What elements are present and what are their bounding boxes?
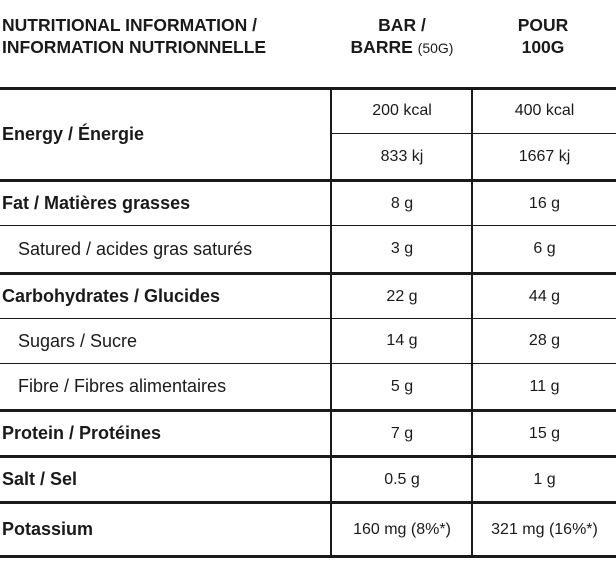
- row-energy: Energy / Énergie: [0, 89, 616, 179]
- per-100g-value: 6 g: [533, 240, 556, 257]
- nutrient-label: Protein / Protéines: [2, 423, 162, 443]
- per-100g-value: 1 g: [533, 470, 556, 488]
- header-bar-line-1: BAR /: [378, 15, 426, 35]
- header-label-line-2: INFORMATION NUTRIONNELLE: [2, 37, 267, 57]
- header-bar-line-2: BARRE (50G): [331, 36, 473, 59]
- per-100g-value: 16 g: [528, 194, 561, 212]
- row-divider: [0, 363, 616, 364]
- per-100g-value: 11 g: [529, 377, 560, 395]
- per-100g-value: 44 g: [528, 287, 561, 305]
- header-100g-line-1: POUR: [517, 15, 569, 35]
- row-divider: [0, 318, 616, 319]
- per-bar-value: 3 g: [390, 240, 414, 257]
- per-bar-value: 8 g: [390, 194, 414, 212]
- energy-inner-divider: [331, 133, 616, 134]
- per-bar-value: 200 kcal: [372, 102, 432, 119]
- nutrient-label: Energy / Énergie: [2, 123, 145, 144]
- row-energy-kcal: 200 kcal 400 kcal: [0, 89, 616, 133]
- row-divider: [0, 455, 616, 458]
- per-bar-value: 833 kj: [380, 147, 424, 165]
- nutrient-label: Salt / Sel: [2, 469, 78, 489]
- column-divider-right: [471, 89, 473, 555]
- row-energy-kj: 833 kj 1667 kj: [0, 134, 616, 179]
- row-sugars: Sugars / Sucre 14 g 28 g: [0, 319, 616, 363]
- per-bar-value: 0.5 g: [384, 470, 420, 488]
- per-bar-value: 22 g: [386, 287, 418, 305]
- per-100g-value: 15 g: [528, 424, 561, 442]
- header-bar-weight-note: (50G): [417, 40, 454, 56]
- nutrient-label: Potassium: [2, 519, 94, 539]
- nutrient-label: Carbohydrates / Glucides: [2, 286, 221, 306]
- row-saturated-fat: Satured / acides gras saturés 3 g 6 g: [0, 226, 616, 272]
- row-protein: Protein / Protéines 7 g 15 g: [0, 412, 616, 455]
- column-divider-left: [330, 89, 332, 555]
- per-100g-value: 321 mg (16%*): [491, 520, 598, 538]
- per-bar-value: 7 g: [390, 424, 414, 442]
- row-carbohydrates: Carbohydrates / Glucides 22 g 44 g: [0, 275, 616, 318]
- row-potassium: Potassium 160 mg (8%*) 321 mg (16%*): [0, 504, 616, 555]
- per-bar-value: 5 g: [390, 377, 414, 395]
- header-bar-word: BARRE: [350, 37, 413, 57]
- nutrient-label: Fibre / Fibres alimentaires: [18, 376, 227, 396]
- nutrient-label: Sugars / Sucre: [18, 330, 138, 351]
- nutrient-label: Satured / acides gras saturés: [18, 238, 253, 259]
- table-bottom-border: [0, 555, 616, 558]
- per-100g-value: 28 g: [528, 332, 561, 349]
- header-100g-line-2: 100G: [521, 37, 565, 57]
- row-fat: Fat / Matières grasses 8 g 16 g: [0, 182, 616, 225]
- header-divider: [0, 87, 616, 90]
- row-salt: Salt / Sel 0.5 g 1 g: [0, 458, 616, 501]
- header-label-column: NUTRITIONAL INFORMATION / INFORMATION NU…: [2, 14, 266, 58]
- per-100g-value: 1667 kj: [518, 147, 571, 165]
- per-bar-value: 160 mg (8%*): [353, 520, 451, 538]
- row-divider: [0, 501, 616, 504]
- row-divider: [0, 272, 616, 275]
- row-divider: [0, 179, 616, 182]
- row-fibre: Fibre / Fibres alimentaires 5 g 11 g: [0, 364, 616, 409]
- row-divider: [0, 225, 616, 226]
- per-100g-value: 400 kcal: [514, 102, 575, 119]
- header-per-bar-column: BAR / BARRE (50G): [331, 14, 473, 59]
- header-per-100g-column: POUR 100G: [472, 14, 614, 58]
- header-label-line-1: NUTRITIONAL INFORMATION /: [2, 15, 258, 35]
- row-divider: [0, 409, 616, 412]
- per-bar-value: 14 g: [386, 332, 418, 349]
- nutrient-label: Fat / Matières grasses: [2, 193, 191, 213]
